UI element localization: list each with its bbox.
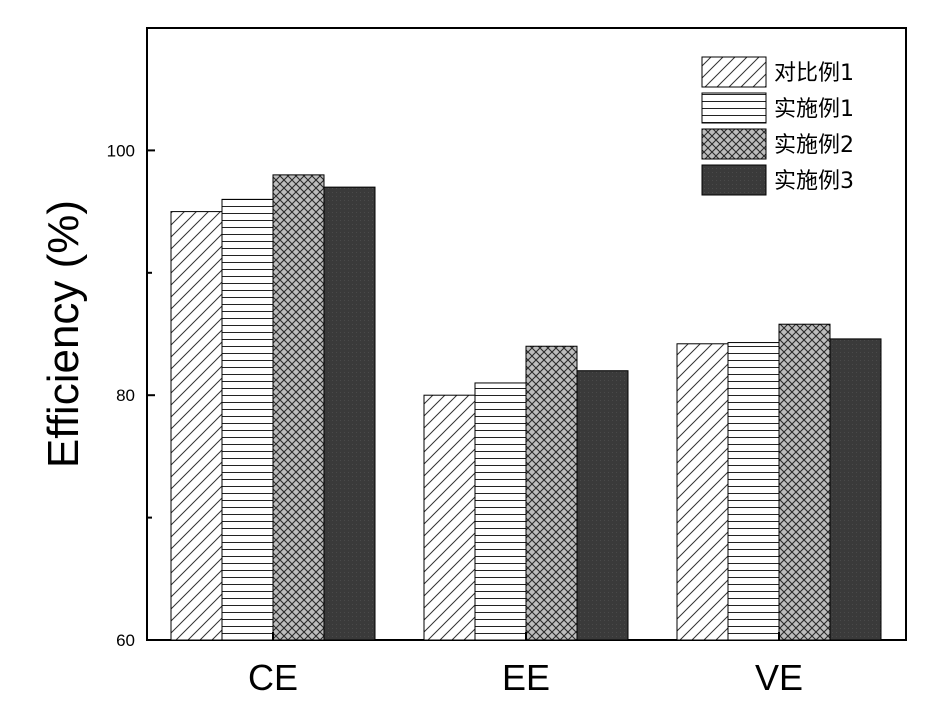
legend-swatch-4: [702, 165, 766, 195]
bar-ce-series-4: [324, 187, 375, 640]
bar-ee-series-2: [475, 383, 526, 640]
bar-ee-series-3: [526, 346, 577, 640]
y-tick-label: 100: [107, 141, 135, 160]
x-axis-labels: CE EE VE: [248, 632, 803, 698]
bar-ve-series-2: [728, 343, 779, 640]
legend-label-4: 实施例3: [774, 169, 854, 194]
x-category-label-ce: CE: [248, 657, 298, 698]
bar-ce-series-1: [171, 212, 222, 640]
legend-label-1: 对比例1: [774, 61, 854, 86]
legend-label-3: 实施例2: [774, 133, 854, 158]
legend-swatch-1: [702, 57, 766, 87]
y-tick-label: 60: [116, 631, 135, 650]
bar-ee-series-1: [424, 395, 475, 640]
y-axis-title: Efficiency (%): [39, 200, 88, 468]
bar-ce-series-2: [222, 199, 273, 640]
x-category-label-ve: VE: [755, 657, 803, 698]
y-tick-label: 80: [116, 386, 135, 405]
legend-label-2: 实施例1: [774, 97, 854, 122]
bar-chart: 60 80 100 CE EE VE Efficiency (%) 对比例1 实施例1 实施…: [0, 0, 930, 719]
bar-ve-series-3: [779, 324, 830, 640]
bar-ee-series-4: [577, 371, 628, 640]
legend-swatch-2: [702, 93, 766, 123]
x-category-label-ee: EE: [502, 657, 550, 698]
bar-ce-series-3: [273, 175, 324, 640]
bar-ve-series-4: [830, 339, 881, 640]
bar-ve-series-1: [677, 344, 728, 640]
legend-swatch-3: [702, 129, 766, 159]
